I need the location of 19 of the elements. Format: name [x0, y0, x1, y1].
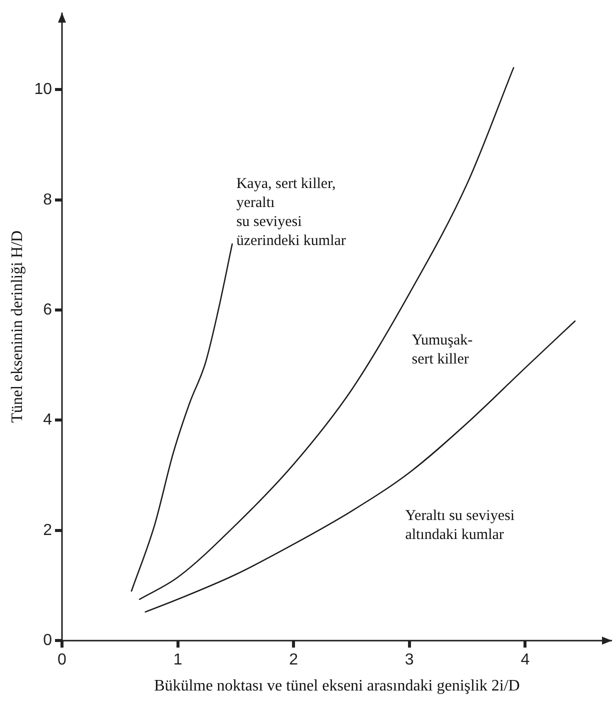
x-tick-label: 1: [173, 652, 182, 669]
line-series: [144, 320, 576, 613]
x-tick-label: 0: [58, 652, 67, 669]
x-tick-label: 4: [520, 652, 530, 669]
x-axis-title: Bükülme noktası ve tünel ekseni arasındaki genişlik 2i/D: [154, 678, 520, 695]
annotation: Kaya, sert killer, yeraltı su seviyesi üzerindeki kumlar: [236, 176, 346, 249]
y-tick-label: 2: [43, 522, 52, 539]
annotation: Yeraltı su seviyesi altındaki kumlar: [405, 508, 515, 544]
annotation: Yumuşak- sert killer: [412, 332, 473, 368]
y-tick-label: 0: [43, 632, 52, 650]
y-axis-title: Tünel ekseninin derinliği H/D: [8, 230, 26, 423]
y-tick-label: 8: [43, 191, 52, 208]
line-series: [138, 67, 514, 600]
y-tick-label: 4: [43, 412, 52, 429]
x-tick-label: 3: [404, 652, 414, 669]
x-tick-label: 2: [289, 652, 298, 669]
line-series: [130, 243, 233, 592]
y-tick-label: 10: [34, 81, 52, 98]
y-tick-label: 6: [43, 301, 52, 318]
